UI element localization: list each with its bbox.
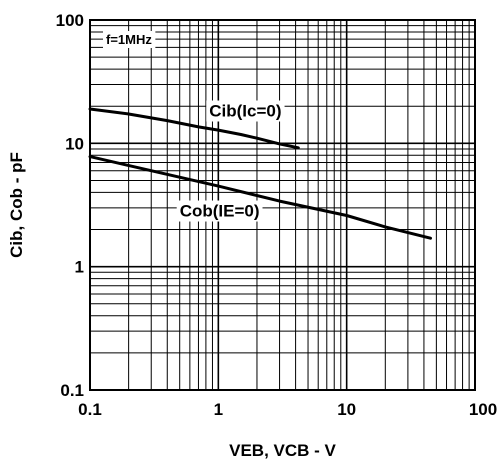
y-axis-title: Cib, Cob - pF	[7, 152, 26, 258]
y-tick-label: 10	[65, 134, 84, 153]
frequency-annotation: f=1MHz	[106, 32, 152, 47]
x-tick-labels: 0.1 1 10 100	[78, 400, 497, 419]
y-tick-label: 1	[75, 258, 84, 277]
x-tick-label: 10	[337, 400, 356, 419]
x-tick-label: 1	[214, 400, 223, 419]
series-label-cob-background	[176, 200, 263, 222]
y-tick-label: 0.1	[60, 381, 84, 400]
x-tick-label: 100	[469, 400, 497, 419]
series-label-cob-group: Cob(IE=0)	[176, 200, 263, 222]
x-axis-title: VEB, VCB - V	[229, 441, 336, 460]
grid	[90, 20, 475, 390]
y-tick-labels: 0.1 1 10 100	[56, 11, 84, 400]
series-line-0	[88, 107, 300, 150]
series-labels: f=1MHz Cib(Ic=0) Cob(IE=0)	[103, 31, 285, 222]
frequency-annotation-group: f=1MHz	[103, 31, 156, 48]
y-tick-label: 100	[56, 11, 84, 30]
series-line-1	[88, 155, 432, 240]
x-tick-label: 0.1	[78, 400, 102, 419]
series-layer	[88, 107, 432, 240]
series-label-cob: Cob(IE=0)	[180, 202, 260, 221]
series-label-cib: Cib(Ic=0)	[209, 102, 281, 121]
series-label-cib-group: Cib(Ic=0)	[206, 100, 285, 122]
plot-frame	[89, 19, 476, 391]
frequency-annotation-background	[103, 31, 156, 48]
series-label-cib-background	[206, 100, 285, 122]
